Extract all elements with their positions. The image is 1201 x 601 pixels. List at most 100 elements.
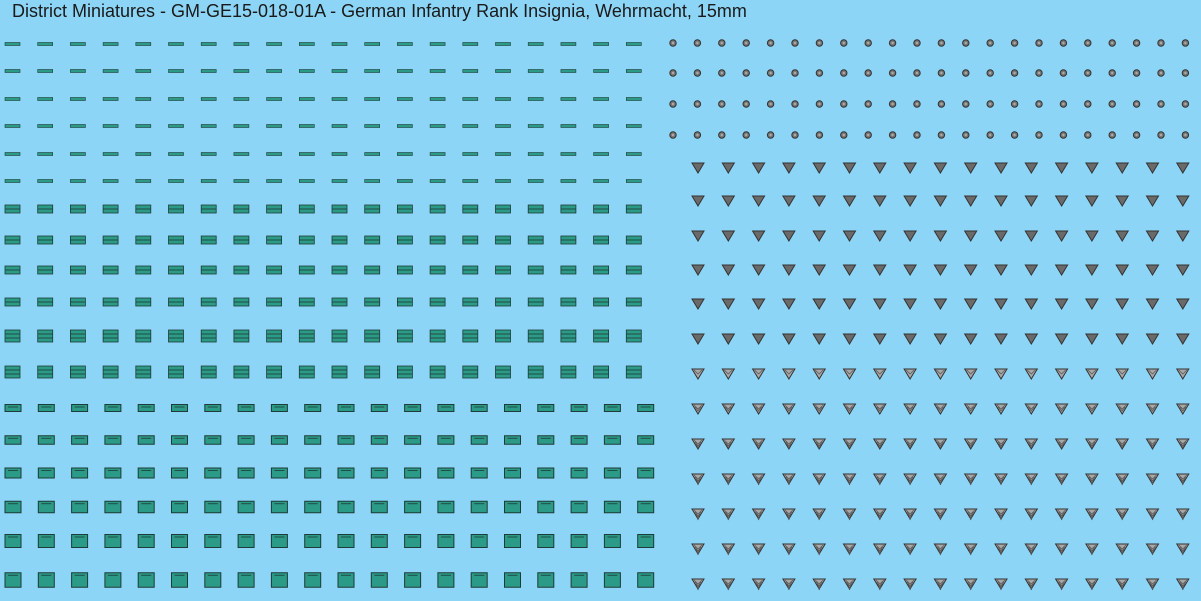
chevron-stripe — [1148, 509, 1157, 515]
stripe — [266, 69, 282, 73]
pip-center — [696, 102, 699, 106]
stripe — [37, 179, 54, 183]
stripe — [331, 42, 348, 46]
chevron-stripe — [1028, 441, 1035, 447]
stripe — [4, 152, 21, 156]
chevron-stripe — [694, 476, 702, 482]
chevron — [933, 333, 948, 345]
boxed-insignia — [470, 572, 488, 588]
chevron-stripe — [998, 443, 1004, 449]
chevron-stripe — [937, 581, 944, 587]
stripe — [527, 97, 544, 101]
chevron-stripe — [1180, 583, 1186, 589]
stripe — [397, 124, 413, 128]
boxed-insignia — [570, 435, 588, 445]
boxed-insignia — [37, 435, 55, 445]
boxed-insignia — [270, 500, 288, 514]
stripe — [462, 97, 479, 101]
boxed-insignia — [337, 404, 355, 412]
chevron-stripe — [846, 546, 853, 552]
boxed-insignia — [137, 572, 155, 588]
chevron — [812, 298, 827, 310]
chevron-stripe — [1178, 509, 1188, 515]
stripe — [495, 179, 511, 183]
chevron — [994, 195, 1008, 207]
stripe — [102, 152, 119, 156]
boxed-insignia — [337, 572, 355, 588]
boxed-insignia — [504, 500, 521, 514]
chevron-stripe — [1149, 441, 1156, 447]
chevron — [1085, 195, 1099, 207]
chevron — [963, 162, 978, 174]
chevron-stripe — [754, 579, 763, 585]
chevron-stripe — [1117, 579, 1127, 585]
chevron-stripe — [967, 441, 974, 447]
chevron-stripe — [756, 478, 761, 484]
stripe — [168, 179, 184, 183]
pip-center — [1013, 102, 1016, 106]
stripe — [364, 97, 381, 101]
chevron-stripe — [938, 583, 943, 589]
boxed-insignia — [637, 435, 655, 445]
stripe-block — [200, 365, 217, 379]
chevron-stripe — [817, 515, 821, 521]
stripe — [4, 42, 21, 46]
chevron-stripe — [1119, 478, 1125, 484]
stripe — [102, 179, 119, 183]
chevron-stripe — [814, 404, 824, 410]
boxed-insignia — [570, 500, 588, 514]
stripe — [429, 124, 446, 128]
stripe — [462, 179, 479, 183]
stripe — [527, 42, 544, 46]
chevron-stripe — [695, 513, 701, 519]
pip-center — [1037, 71, 1041, 75]
pip-center — [891, 71, 894, 75]
chevron-stripe — [936, 369, 945, 375]
pip-center — [769, 41, 772, 45]
boxed-insignia — [237, 404, 255, 412]
boxed-insignia — [270, 435, 288, 445]
chevron-stripe — [937, 406, 944, 412]
boxed-insignia — [104, 500, 122, 514]
boxed-insignia — [637, 534, 655, 548]
boxed-insignia — [137, 534, 155, 548]
chevron — [812, 230, 827, 242]
chevron-stripe — [907, 513, 913, 519]
chevron-stripe — [814, 474, 824, 480]
stripe-block — [70, 365, 86, 379]
pip-center — [745, 41, 748, 45]
chevron — [1145, 230, 1160, 242]
pip-center — [940, 133, 943, 137]
chevron-stripe — [938, 548, 943, 554]
chevron-stripe — [1059, 478, 1064, 484]
chevron-stripe — [1088, 476, 1096, 482]
chevron — [1145, 264, 1160, 276]
chevron-stripe — [878, 515, 882, 521]
chevron-stripe — [936, 439, 945, 445]
chevron-stripe — [1118, 581, 1126, 587]
stripe — [560, 124, 577, 128]
chevron-stripe — [784, 544, 794, 550]
chevron — [751, 195, 766, 207]
stripe — [527, 152, 544, 156]
chevron-stripe — [1089, 513, 1095, 519]
chevron-stripe — [1149, 581, 1156, 587]
boxed-insignia — [504, 404, 521, 412]
stripe — [266, 97, 282, 101]
chevron-stripe — [1027, 404, 1036, 410]
chevron — [963, 333, 978, 345]
boxed-insignia — [337, 467, 355, 479]
stripe — [462, 69, 479, 73]
chevron-stripe — [725, 406, 732, 412]
chevron-stripe — [905, 404, 915, 410]
chevron-stripe — [999, 480, 1003, 486]
stripe-block — [593, 329, 609, 343]
chevron-stripe — [1117, 544, 1127, 550]
chevron-stripe — [1149, 406, 1156, 412]
pip-center — [989, 133, 992, 137]
stripe — [200, 179, 217, 183]
pip-center — [1159, 41, 1163, 45]
chevron-stripe — [939, 480, 942, 486]
chevron-stripe — [1179, 546, 1187, 552]
boxed-insignia — [504, 467, 521, 479]
